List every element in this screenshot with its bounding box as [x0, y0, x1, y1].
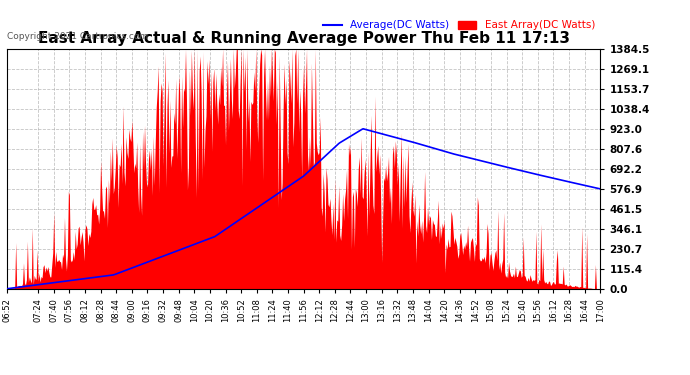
Text: Copyright 2021 Cartronics.com: Copyright 2021 Cartronics.com	[7, 32, 148, 41]
Legend: Average(DC Watts), East Array(DC Watts): Average(DC Watts), East Array(DC Watts)	[323, 20, 595, 30]
Title: East Array Actual & Running Average Power Thu Feb 11 17:13: East Array Actual & Running Average Powe…	[37, 31, 570, 46]
